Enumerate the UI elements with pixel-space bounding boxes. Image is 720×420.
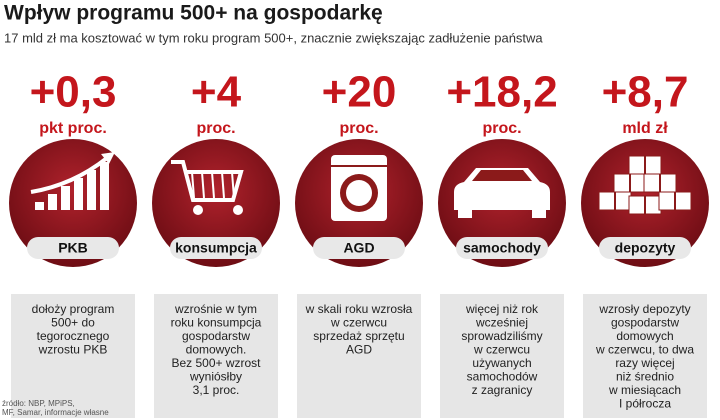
label-pill: [27, 237, 119, 259]
icon-wheel: [233, 205, 243, 215]
description-box: [154, 294, 278, 418]
description-line: wzrośnie w tym: [174, 302, 257, 316]
source: źródło: NBP, MPiPS,: [2, 399, 75, 408]
icon-bar: [87, 170, 96, 210]
label: AGD: [343, 240, 374, 256]
label: samochody: [463, 240, 541, 256]
description-line: wcześniej: [475, 316, 528, 330]
unit: pkt proc.: [39, 120, 107, 137]
icon-cart-grid: [191, 171, 195, 199]
description-box: [583, 294, 707, 418]
description-line: samochodów: [467, 370, 538, 384]
icon-arrowhead: [101, 152, 115, 164]
description-line: gospodarstw: [611, 316, 679, 330]
description-line: razy więcej: [615, 356, 674, 370]
description-line: sprzedaż sprzętu: [313, 329, 404, 343]
icon-cart-grid: [221, 171, 225, 199]
description-line: Bez 500+ wzrost: [171, 356, 261, 370]
label-pill: [313, 237, 405, 259]
icon-cart-grid: [211, 171, 215, 199]
description-line: AGD: [346, 343, 372, 357]
icon-bar: [48, 194, 57, 210]
description-line: sprowadziliśmy: [461, 329, 542, 343]
icon-bar: [61, 186, 70, 210]
item: +8,7 mld zł depozyty wzrosły depozytygospod…: [581, 68, 709, 418]
description-line: w miesiącach: [608, 383, 681, 397]
description-line: z zagranicy: [472, 383, 533, 397]
value: +4: [191, 68, 242, 117]
label-pill: [599, 237, 691, 259]
icon-bar: [100, 162, 109, 210]
unit: proc.: [196, 120, 235, 137]
unit: proc.: [482, 120, 521, 137]
description-line: domowych: [616, 329, 673, 343]
description-line: w czerwcu, to dwa: [595, 343, 694, 357]
description-box: [297, 294, 421, 418]
label: konsumpcja: [175, 240, 257, 256]
description-line: w czerwcu: [330, 316, 387, 330]
description-line: I półrocza: [619, 397, 671, 411]
icon-wheel: [193, 205, 203, 215]
description-line: używanych: [472, 356, 531, 370]
description-line: 3,1 proc.: [193, 383, 240, 397]
label: depozyty: [615, 240, 676, 256]
description-line: wzrostu PKB: [38, 343, 108, 357]
icon-bar: [35, 202, 44, 210]
icon-arrow: [30, 156, 109, 194]
description-line: domowych.: [186, 343, 247, 357]
description-box: [440, 294, 564, 418]
item: +18,2 proc. samochody więcej niż rokwcześni…: [438, 68, 566, 418]
description-line: niż średnio: [616, 370, 674, 384]
value: +8,7: [602, 68, 689, 117]
icon-door-inner: [346, 180, 372, 206]
subtitle: 17 mld zł ma kosztować w tym roku progra…: [4, 30, 543, 45]
title: Wpływ programu 500+ na gospodarkę: [4, 2, 383, 25]
description-line: gospodarstw: [182, 329, 250, 343]
description-line: w czerwcu: [473, 343, 530, 357]
description-box: [11, 294, 135, 418]
icon-cart-grid: [201, 171, 205, 199]
description-line: wzrosły depozyty: [598, 302, 690, 316]
description-line: w skali roku wzrosła: [305, 302, 413, 316]
value: +0,3: [30, 68, 117, 117]
icon-tyre: [532, 208, 546, 218]
unit: proc.: [339, 120, 378, 137]
value: +20: [322, 68, 397, 117]
description-line: roku konsumpcja: [171, 316, 262, 330]
description-line: wyniósłby: [189, 370, 242, 384]
label-pill: [170, 237, 262, 259]
label-pill: [456, 237, 548, 259]
source: MF, Samar, informacje własne: [2, 408, 109, 417]
icon-bar: [74, 178, 83, 210]
unit: mld zł: [622, 120, 668, 137]
icon-tyre: [458, 208, 472, 218]
value: +18,2: [446, 68, 557, 117]
description-line: tegorocznego: [37, 329, 110, 343]
icon-cart-grid: [231, 171, 235, 199]
description-line: więcej niż rok: [465, 302, 539, 316]
description-line: 500+ do: [51, 316, 95, 330]
description-line: dołoży program: [32, 302, 115, 316]
icon-window: [472, 170, 532, 181]
label: PKB: [58, 240, 88, 256]
